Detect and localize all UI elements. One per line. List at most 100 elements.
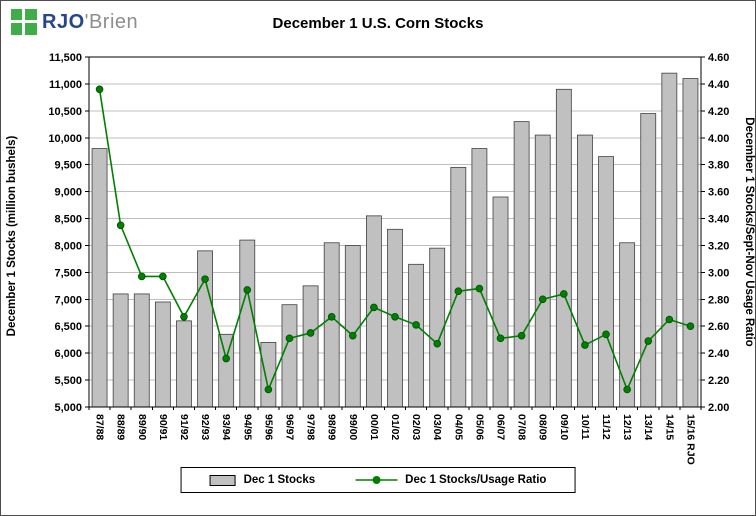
right-axis-tick-label: 3.60 bbox=[708, 187, 729, 199]
bar bbox=[429, 247, 446, 408]
ratio-marker bbox=[264, 385, 273, 394]
bar bbox=[344, 245, 361, 408]
right-axis-tick-label: 3.40 bbox=[708, 214, 729, 226]
ratio-marker bbox=[602, 330, 610, 339]
right-axis-tick-label: 4.00 bbox=[708, 133, 729, 145]
x-category-label: 02/03 bbox=[410, 414, 422, 440]
right-axis-tick-label: 3.80 bbox=[708, 160, 729, 172]
left-axis-tick-label: 5,500 bbox=[54, 375, 82, 387]
x-category-label: 08/09 bbox=[537, 414, 549, 440]
left-axis-tick-label: 11,000 bbox=[49, 79, 82, 91]
x-category-label: 91/92 bbox=[178, 414, 190, 440]
right-axis-tick-label: 2.60 bbox=[708, 321, 729, 333]
x-category-label: 10/11 bbox=[579, 414, 591, 440]
bar bbox=[323, 242, 340, 408]
chart-title: December 1 U.S. Corn Stocks bbox=[272, 15, 484, 32]
x-category-label: 12/13 bbox=[621, 414, 633, 440]
bar bbox=[133, 293, 150, 408]
ratio-marker bbox=[370, 303, 378, 312]
right-axis-tick-label: 2.20 bbox=[708, 375, 729, 387]
ratio-marker bbox=[243, 286, 252, 294]
bar bbox=[450, 166, 467, 408]
ratio-marker bbox=[391, 313, 399, 321]
right-axis-tick-label: 2.00 bbox=[708, 402, 729, 414]
ratio-marker bbox=[686, 322, 695, 331]
x-category-label: 01/02 bbox=[389, 414, 401, 440]
left-axis-tick-label: 7,000 bbox=[54, 294, 82, 306]
bar bbox=[471, 148, 488, 408]
ratio-marker bbox=[412, 321, 420, 329]
x-category-label: 90/91 bbox=[157, 414, 169, 440]
bar bbox=[302, 285, 319, 408]
bar bbox=[281, 304, 298, 408]
bar bbox=[555, 88, 572, 408]
ratio-marker bbox=[581, 341, 589, 349]
x-category-label: 99/00 bbox=[347, 414, 359, 440]
bar bbox=[154, 301, 171, 408]
ratio-marker bbox=[137, 272, 146, 281]
ratio-marker bbox=[222, 354, 230, 363]
bar bbox=[176, 320, 192, 408]
ratio-marker bbox=[306, 329, 315, 337]
legend-label-ratio: Dec 1 Stocks/Usage Ratio bbox=[405, 474, 547, 486]
bar bbox=[513, 121, 530, 408]
ratio-marker bbox=[433, 339, 442, 348]
right-axis-tick-label: 4.60 bbox=[708, 52, 729, 64]
x-category-label: 05/06 bbox=[473, 414, 485, 440]
bar bbox=[239, 239, 256, 408]
x-category-label: 97/98 bbox=[305, 414, 317, 440]
ratio-marker bbox=[454, 287, 463, 296]
x-category-label: 92/93 bbox=[199, 414, 211, 440]
ratio-marker bbox=[285, 334, 294, 343]
x-category-label: 15/16 RJO bbox=[684, 414, 696, 465]
x-category-label: 96/97 bbox=[283, 414, 295, 440]
bar bbox=[598, 156, 614, 408]
x-category-label: 04/05 bbox=[452, 414, 464, 440]
ratio-marker bbox=[180, 313, 188, 321]
bar bbox=[619, 242, 636, 408]
left-axis-tick-label: 7,500 bbox=[54, 267, 82, 279]
ratio-marker bbox=[644, 337, 653, 345]
bar-swatch-icon bbox=[209, 474, 236, 486]
bar bbox=[492, 196, 509, 408]
left-axis-title: December 1 Stocks (million bushels) bbox=[6, 135, 18, 336]
x-category-label: 89/90 bbox=[136, 414, 148, 440]
ratio-marker bbox=[348, 331, 357, 340]
bar bbox=[112, 293, 129, 408]
ratio-marker bbox=[475, 284, 484, 293]
ratio-marker bbox=[159, 272, 167, 281]
ratio-marker bbox=[327, 313, 336, 321]
window-pane-icon bbox=[11, 9, 37, 35]
bar bbox=[577, 134, 593, 408]
x-category-label: 09/10 bbox=[558, 414, 570, 440]
ratio-marker bbox=[95, 85, 104, 94]
left-axis-tick-label: 8,000 bbox=[54, 240, 82, 252]
left-axis-tick-label: 11,500 bbox=[49, 52, 82, 64]
legend-label-stocks: Dec 1 Stocks bbox=[243, 474, 316, 486]
logo-text: RJO'Brien bbox=[42, 9, 138, 35]
chart-plot-area: 5,000 2.00 5,500 2.20 6,000 2.40 6,500 2.60 7,00… bbox=[6, 52, 755, 465]
ratio-marker bbox=[517, 331, 526, 340]
right-axis-tick-label: 4.20 bbox=[708, 106, 729, 118]
right-axis-tick-label: 3.20 bbox=[708, 240, 729, 252]
bar bbox=[197, 250, 213, 408]
bar bbox=[408, 263, 425, 408]
bar bbox=[640, 113, 657, 408]
legend-item-dec1-stocks: Dec 1 Stocks bbox=[209, 474, 316, 486]
right-axis-tick-label: 2.40 bbox=[708, 348, 729, 360]
x-category-label: 11/12 bbox=[600, 414, 612, 440]
line-swatch-icon bbox=[355, 476, 398, 484]
left-axis-tick-label: 8,500 bbox=[54, 214, 82, 226]
left-axis-tick-label: 9,000 bbox=[54, 187, 82, 199]
ratio-marker bbox=[201, 275, 209, 283]
legend-item-usage-ratio: Dec 1 Stocks/Usage Ratio bbox=[355, 474, 546, 486]
x-category-label: 07/08 bbox=[516, 414, 528, 440]
right-axis-tick-label: 2.80 bbox=[708, 294, 729, 306]
x-category-label: 06/07 bbox=[495, 414, 507, 440]
x-category-label: 94/95 bbox=[241, 414, 253, 440]
bar bbox=[661, 72, 678, 408]
ratio-marker bbox=[538, 295, 547, 304]
plot-border bbox=[88, 56, 702, 408]
bar bbox=[218, 333, 235, 408]
